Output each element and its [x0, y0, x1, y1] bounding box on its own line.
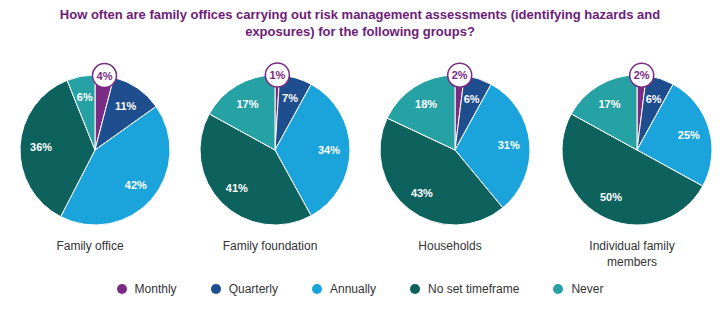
svg-text:6%: 6%	[464, 93, 480, 105]
svg-text:11%: 11%	[115, 100, 137, 112]
svg-text:18%: 18%	[415, 98, 437, 110]
html-text:Households: Households	[418, 239, 482, 253]
svg-text:6%: 6%	[77, 91, 93, 103]
svg-text:6%: 6%	[646, 93, 662, 105]
html-text:Family office: Family office	[56, 239, 124, 253]
svg-text:36%: 36%	[30, 141, 52, 153]
html-text:How often are family offices c: How often are family offices carrying ou…	[59, 7, 661, 39]
html-text:Monthly: Monthly	[134, 282, 177, 296]
svg-text:41%: 41%	[226, 182, 248, 194]
svg-text:4%: 4%	[97, 70, 113, 82]
svg-text:42%: 42%	[125, 179, 147, 191]
html-text:Annually: Annually	[330, 282, 376, 296]
svg-text:43%: 43%	[411, 187, 433, 199]
svg-text:1%: 1%	[269, 69, 285, 81]
svg-text:50%: 50%	[600, 191, 622, 203]
svg-text:34%: 34%	[318, 144, 340, 156]
svg-text:17%: 17%	[598, 98, 620, 110]
svg-text:31%: 31%	[498, 139, 520, 151]
svg-text:17%: 17%	[236, 98, 258, 110]
svg-text:25%: 25%	[678, 129, 700, 141]
html-text:Never: Never	[571, 282, 604, 296]
svg-text:2%: 2%	[634, 69, 650, 81]
html-text:No set timeframe: No set timeframe	[428, 282, 520, 296]
html-text:Individual family members: Individual family members	[589, 239, 675, 269]
svg-text:2%: 2%	[452, 69, 468, 81]
html-text:Quarterly: Quarterly	[228, 282, 278, 296]
html-text:Family foundation: Family foundation	[222, 239, 318, 253]
svg-text:7%: 7%	[282, 92, 298, 104]
